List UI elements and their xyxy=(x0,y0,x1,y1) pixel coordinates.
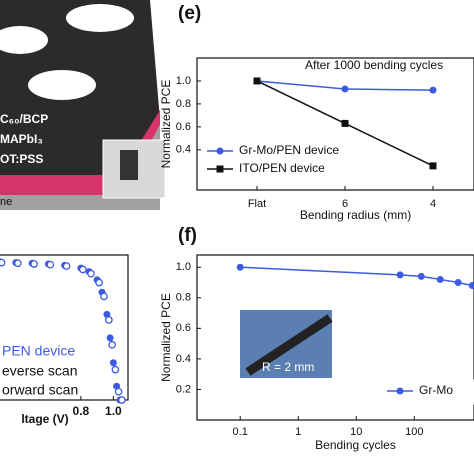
panel-label: (e) xyxy=(178,3,201,24)
marker xyxy=(79,265,87,274)
layer-label: OT:PSS xyxy=(0,152,43,166)
y-axis-label: Normalized PCE xyxy=(159,293,173,382)
marker xyxy=(111,365,120,374)
layer-label: C₆₀/BCP xyxy=(0,112,48,126)
marker xyxy=(253,77,261,85)
marker xyxy=(341,119,349,127)
y-tick-label: 0.8 xyxy=(176,292,191,304)
marker xyxy=(417,272,425,280)
panel-label: (f) xyxy=(178,225,197,246)
series-line xyxy=(240,266,473,287)
inset-label: R = 2 mm xyxy=(262,360,314,374)
x-tick-label: 0.8 xyxy=(73,404,90,418)
marker xyxy=(118,396,126,404)
legend-label: ITO/PEN device xyxy=(239,161,325,175)
y-tick-label: 1.0 xyxy=(176,261,191,273)
y-tick-label: 0.8 xyxy=(176,98,191,110)
x-tick-label: 10 xyxy=(350,426,362,438)
legend-label: Gr-Mo/PEN device xyxy=(239,143,339,157)
x-tick-label: 100 xyxy=(405,426,423,438)
y-tick-label: 0.2 xyxy=(176,383,191,395)
plot-frame xyxy=(196,254,474,421)
x-axis-label: ltage (V) xyxy=(21,412,68,426)
legend-marker xyxy=(216,147,224,155)
legend-marker xyxy=(216,165,224,173)
legend-label: orward scan xyxy=(2,382,78,398)
marker xyxy=(30,260,38,268)
x-tick-label: 1 xyxy=(295,426,301,438)
y-tick-label: 1.0 xyxy=(176,75,191,87)
legend-label: Gr-Mo xyxy=(419,383,453,397)
y-axis-label: Normalized PCE xyxy=(159,80,173,169)
marker xyxy=(236,263,244,271)
annotation: After 1000 bending cycles xyxy=(305,58,443,72)
y-tick-label: 0.6 xyxy=(176,121,191,133)
plot-frame xyxy=(0,254,129,401)
legend-marker xyxy=(396,387,404,395)
inset-photo xyxy=(240,310,333,378)
marker xyxy=(429,162,437,170)
y-tick-label: 0.4 xyxy=(176,144,191,156)
marker xyxy=(429,86,437,94)
marker xyxy=(108,340,116,349)
legend-label: everse scan xyxy=(2,363,77,379)
marker xyxy=(109,359,117,367)
marker xyxy=(106,334,114,342)
marker xyxy=(468,282,474,290)
marker xyxy=(436,275,444,283)
marker xyxy=(105,316,113,324)
x-tick-label: 4 xyxy=(430,198,436,210)
y-tick-label: 0.6 xyxy=(176,322,191,334)
marker xyxy=(341,85,349,93)
marker xyxy=(95,278,103,287)
marker xyxy=(87,269,95,278)
marker xyxy=(14,259,22,268)
marker xyxy=(0,258,6,267)
layer-label: ne xyxy=(0,196,12,208)
marker xyxy=(454,279,462,286)
x-tick-label: 6 xyxy=(342,198,348,210)
device-schematic: C₆₀/BCP MAPbI₃ OT:PSS ne xyxy=(0,0,166,210)
layer-label: MAPbI₃ xyxy=(0,132,43,146)
marker xyxy=(46,260,55,269)
x-tick-label: Flat xyxy=(248,198,266,210)
x-tick-label: 0.1 xyxy=(233,426,248,438)
x-axis-label: Bending cycles xyxy=(315,438,396,452)
y-tick-label: 0.4 xyxy=(176,353,191,365)
plot-frame xyxy=(196,57,474,191)
marker xyxy=(100,292,108,301)
x-axis-label: Bending radius (mm) xyxy=(300,208,411,222)
legend-title: PEN device xyxy=(2,343,75,359)
marker xyxy=(114,387,123,396)
marker xyxy=(62,262,71,270)
marker xyxy=(396,271,404,279)
x-tick-label: 1.0 xyxy=(105,404,122,418)
legend-box xyxy=(204,139,371,181)
